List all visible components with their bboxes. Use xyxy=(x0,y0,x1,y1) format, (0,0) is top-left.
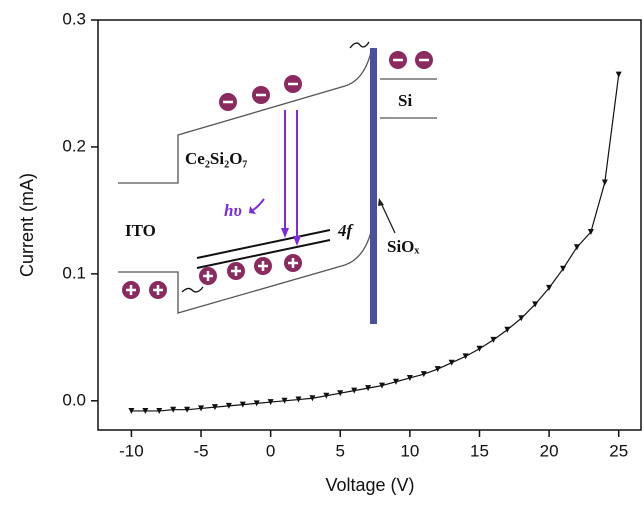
x-tick-label: 20 xyxy=(540,441,559,460)
data-point xyxy=(462,353,469,360)
data-point xyxy=(198,405,205,412)
data-point xyxy=(309,395,316,402)
data-point xyxy=(518,315,525,322)
data-point xyxy=(406,374,413,381)
y-tick-label: 0.2 xyxy=(62,136,86,155)
x-tick-label: -10 xyxy=(119,441,144,460)
data-point xyxy=(615,71,622,78)
data-point xyxy=(142,407,149,414)
y-tick-label: 0.0 xyxy=(62,390,86,409)
x-axis-label: Voltage (V) xyxy=(325,475,414,495)
data-point xyxy=(448,359,455,366)
data-point xyxy=(128,407,135,414)
annotation: ITO xyxy=(125,221,156,240)
annotation: 4f xyxy=(337,221,355,240)
data-point xyxy=(504,326,511,333)
data-point xyxy=(601,179,608,186)
annotation: SiOₓ xyxy=(387,237,419,256)
data-point xyxy=(420,371,427,378)
data-point xyxy=(239,401,246,408)
data-point xyxy=(392,378,399,385)
data-point xyxy=(351,387,358,394)
data-point xyxy=(281,397,288,404)
y-tick-label: 0.3 xyxy=(62,9,86,28)
data-point xyxy=(337,390,344,397)
data-point xyxy=(560,265,567,272)
x-tick-label: 5 xyxy=(336,441,345,460)
annotation: hυ xyxy=(224,201,242,220)
data-point xyxy=(267,399,274,406)
data-point xyxy=(156,407,163,414)
data-point xyxy=(490,336,497,343)
band-diagram xyxy=(118,41,437,324)
x-tick-label: 25 xyxy=(609,441,628,460)
data-point xyxy=(434,366,441,373)
data-point xyxy=(365,385,372,392)
x-tick-label: -5 xyxy=(193,441,208,460)
data-point xyxy=(546,284,553,291)
annotation: Si xyxy=(398,91,412,110)
y-axis-label: Current (mA) xyxy=(17,173,37,277)
x-tick-label: 10 xyxy=(400,441,419,460)
data-point xyxy=(184,406,191,413)
x-tick-label: 15 xyxy=(470,441,489,460)
data-point xyxy=(379,382,386,389)
data-point xyxy=(573,244,580,251)
data-point xyxy=(476,345,483,352)
x-tick-label: 0 xyxy=(266,441,275,460)
data-point xyxy=(532,301,539,308)
data-point xyxy=(225,402,232,409)
data-point xyxy=(587,228,594,235)
data-point xyxy=(323,392,330,399)
data-point xyxy=(295,396,302,403)
plot-frame xyxy=(97,19,642,431)
data-point xyxy=(253,400,260,407)
annotation: Ce₂Si₂O₇ xyxy=(185,149,248,168)
data-point xyxy=(211,404,218,411)
data-point xyxy=(170,406,177,413)
y-tick-label: 0.1 xyxy=(62,263,86,282)
